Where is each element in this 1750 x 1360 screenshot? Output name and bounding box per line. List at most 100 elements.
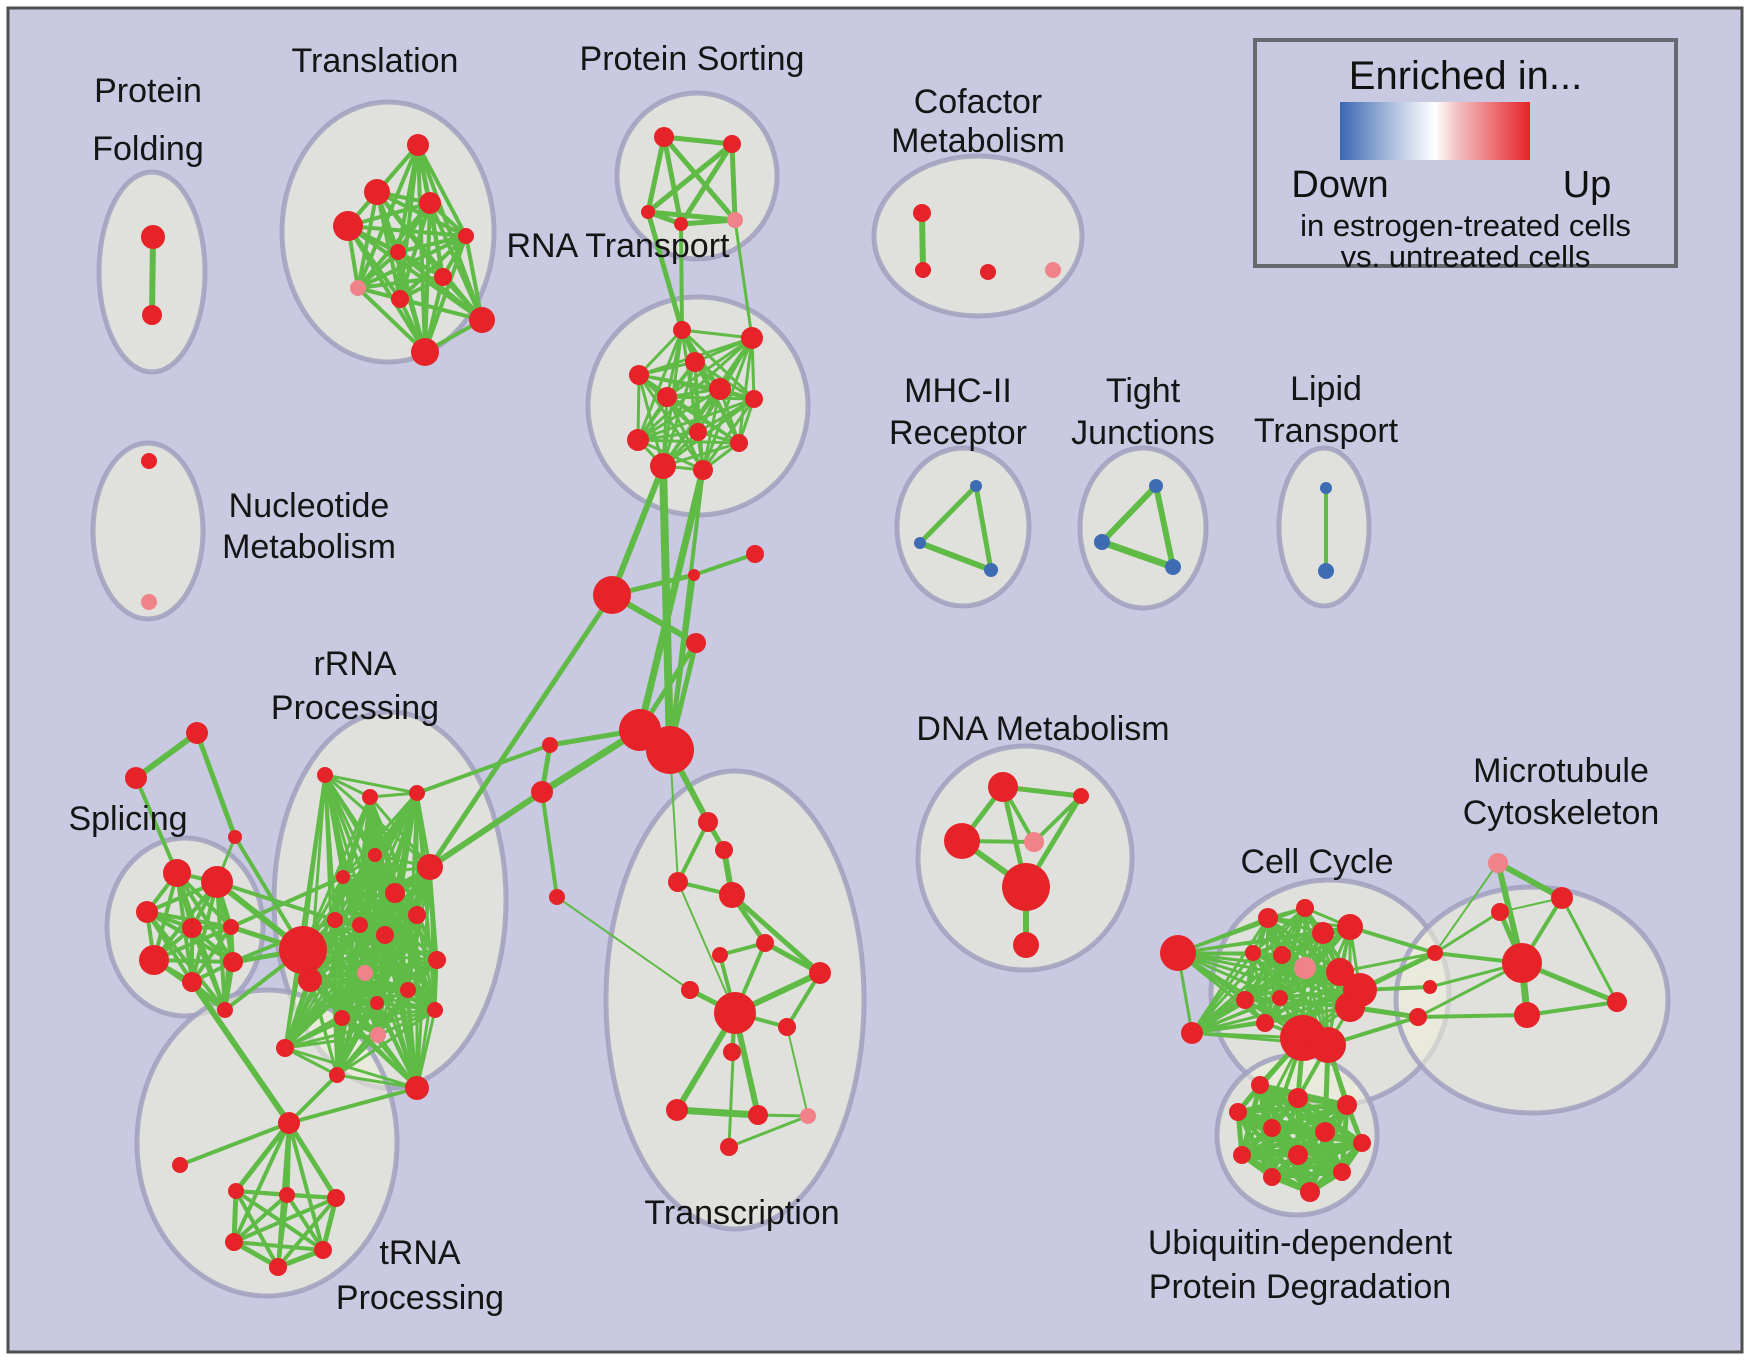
node-translation-10[interactable] [411, 338, 439, 366]
node-rrna-19[interactable] [370, 1027, 386, 1043]
node-rrna-0[interactable] [317, 767, 333, 783]
node-cell_cycle-4[interactable] [1312, 922, 1334, 944]
node-dna-5[interactable] [1013, 932, 1039, 958]
node-splicing-3[interactable] [182, 918, 202, 938]
node-transcription-6[interactable] [809, 962, 831, 984]
node-splicing-6[interactable] [223, 952, 243, 972]
node-splicing-2[interactable] [136, 901, 158, 923]
node-cell_cycle-6[interactable] [1245, 945, 1261, 961]
node-microtubule-4[interactable] [1514, 1002, 1540, 1028]
node-rrna-7[interactable] [327, 912, 343, 928]
node-trna-7[interactable] [269, 1258, 287, 1276]
node-rrna-2[interactable] [409, 785, 425, 801]
node-mhc-2[interactable] [984, 563, 998, 577]
node-transcription-10[interactable] [723, 1043, 741, 1061]
node-splicing-4[interactable] [223, 919, 239, 935]
node-cell_cycle-16[interactable] [1310, 1027, 1346, 1063]
node-cell_cycle-9[interactable] [1326, 958, 1354, 986]
node-trna-5[interactable] [225, 1233, 243, 1251]
node-cofactor-2[interactable] [980, 264, 996, 280]
node-ubiquitin-8[interactable] [1288, 1145, 1308, 1165]
node-trna-2[interactable] [228, 1183, 244, 1199]
node-mid-4[interactable] [746, 545, 764, 563]
node-ubiquitin-9[interactable] [1333, 1163, 1351, 1181]
node-rrna-4[interactable] [336, 870, 350, 884]
node-cell_cycle-12[interactable] [1256, 1014, 1274, 1032]
node-ubiquitin-0[interactable] [1251, 1076, 1269, 1094]
node-nucleotide-0[interactable] [141, 453, 157, 469]
node-transcription-14[interactable] [720, 1138, 738, 1156]
node-mid-8[interactable] [646, 726, 694, 774]
node-rrna-3[interactable] [368, 848, 382, 862]
node-ubiquitin-11[interactable] [1300, 1182, 1320, 1202]
node-transcription-4[interactable] [756, 934, 774, 952]
node-cell_cycle-1[interactable] [1181, 1022, 1203, 1044]
node-lipid-0[interactable] [1320, 482, 1332, 494]
node-translation-2[interactable] [419, 192, 441, 214]
node-rna_transport-0[interactable] [673, 321, 691, 339]
node-cell_cycle-3[interactable] [1296, 899, 1314, 917]
node-rna_transport-2[interactable] [685, 352, 705, 372]
node-rrna-1[interactable] [362, 789, 378, 805]
node-splicing-1[interactable] [201, 866, 233, 898]
node-cell_cycle-5[interactable] [1337, 914, 1363, 940]
node-nucleotide-1[interactable] [141, 594, 157, 610]
node-cell_cycle-0[interactable] [1160, 935, 1196, 971]
node-protein_sorting-0[interactable] [654, 127, 674, 147]
node-rna_transport-1[interactable] [741, 327, 763, 349]
node-lipid-1[interactable] [1318, 563, 1334, 579]
node-left_triangle-1[interactable] [125, 767, 147, 789]
node-dna-0[interactable] [988, 772, 1018, 802]
node-rna_transport-6[interactable] [745, 390, 763, 408]
node-mid-2[interactable] [549, 889, 565, 905]
node-cell_cycle-14[interactable] [1335, 992, 1365, 1022]
node-trna-1[interactable] [172, 1157, 188, 1173]
node-protein_sorting-1[interactable] [723, 135, 741, 153]
node-rrna-21[interactable] [329, 1067, 345, 1083]
node-ubiquitin-10[interactable] [1263, 1168, 1281, 1186]
node-dna-3[interactable] [1024, 832, 1044, 852]
node-microtubule-6[interactable] [1427, 945, 1443, 961]
node-transcription-3[interactable] [719, 882, 745, 908]
node-cell_cycle-8[interactable] [1294, 957, 1316, 979]
node-rna_transport-3[interactable] [629, 365, 649, 385]
node-microtubule-2[interactable] [1491, 903, 1509, 921]
node-microtubule-1[interactable] [1551, 887, 1573, 909]
node-splicing-8[interactable] [217, 1002, 233, 1018]
node-translation-3[interactable] [333, 211, 363, 241]
node-transcription-1[interactable] [715, 841, 733, 859]
node-transcription-2[interactable] [668, 872, 688, 892]
node-dna-4[interactable] [1002, 863, 1050, 911]
node-rna_transport-8[interactable] [627, 429, 649, 451]
node-ubiquitin-6[interactable] [1353, 1134, 1371, 1152]
node-translation-7[interactable] [350, 280, 366, 296]
node-ubiquitin-4[interactable] [1263, 1119, 1281, 1137]
node-mid-0[interactable] [542, 737, 558, 753]
node-ubiquitin-2[interactable] [1229, 1103, 1247, 1121]
node-transcription-5[interactable] [712, 947, 728, 963]
node-tight-1[interactable] [1094, 534, 1110, 550]
node-rrna-14[interactable] [428, 951, 446, 969]
node-transcription-0[interactable] [698, 812, 718, 832]
node-transcription-13[interactable] [800, 1108, 816, 1124]
node-transcription-11[interactable] [666, 1099, 688, 1121]
node-rna_transport-7[interactable] [689, 423, 707, 441]
node-splicing-7[interactable] [182, 972, 202, 992]
node-protein_folding-0[interactable] [141, 225, 165, 249]
node-mhc-0[interactable] [970, 480, 982, 492]
node-transcription-9[interactable] [778, 1018, 796, 1036]
node-cell_cycle-2[interactable] [1258, 908, 1278, 928]
node-translation-5[interactable] [390, 244, 406, 260]
node-microtubule-0[interactable] [1488, 853, 1508, 873]
node-dna-2[interactable] [944, 823, 980, 859]
node-trna-6[interactable] [314, 1241, 332, 1259]
node-rrna-5[interactable] [417, 854, 443, 880]
node-mid-5[interactable] [593, 576, 631, 614]
node-translation-4[interactable] [458, 228, 474, 244]
node-microtubule-3[interactable] [1502, 943, 1542, 983]
node-protein_sorting-3[interactable] [674, 217, 688, 231]
node-trna-4[interactable] [327, 1189, 345, 1207]
node-tight-2[interactable] [1165, 559, 1181, 575]
node-rrna-12[interactable] [298, 968, 322, 992]
node-translation-6[interactable] [434, 268, 452, 286]
